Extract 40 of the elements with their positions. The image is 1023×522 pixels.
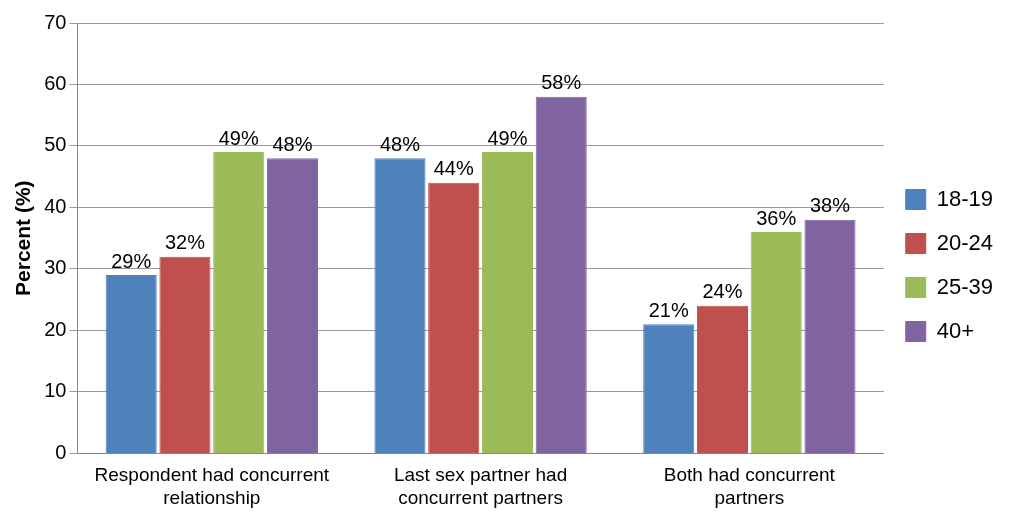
- legend-label: 18-19: [936, 185, 994, 211]
- data-label: 38%: [809, 194, 851, 217]
- bar: [105, 275, 157, 453]
- data-label: 49%: [218, 126, 259, 149]
- bar: [535, 96, 587, 453]
- y-tick-label: 70: [44, 10, 67, 33]
- x-tick-label: Both had concurrent partners: [663, 464, 836, 508]
- data-label: 58%: [541, 71, 582, 94]
- y-tick-label: 10: [44, 379, 67, 402]
- y-tick-label: 20: [44, 317, 67, 340]
- legend-label: 20-24: [936, 229, 994, 255]
- bar: [159, 256, 211, 453]
- bar: [643, 324, 695, 453]
- data-label: 48%: [379, 132, 421, 155]
- data-label: 21%: [648, 298, 689, 321]
- data-label: 29%: [111, 249, 152, 272]
- y-tick-label: 0: [55, 440, 67, 463]
- bar: [696, 305, 749, 453]
- data-label: 36%: [756, 206, 797, 229]
- y-tick-label: 60: [44, 72, 67, 94]
- data-label: 24%: [702, 280, 743, 303]
- data-label: 32%: [164, 231, 206, 254]
- y-tick-label: 30: [44, 256, 67, 279]
- legend-label: 25-39: [936, 273, 994, 299]
- bar: [266, 158, 318, 453]
- bar: [750, 232, 802, 453]
- x-tick-label: Last sex partner had concurrent partners: [393, 464, 568, 508]
- legend-label: 40+: [936, 317, 975, 343]
- data-label: 48%: [272, 132, 313, 155]
- bar: [428, 182, 480, 453]
- bar: [481, 152, 533, 453]
- bar: [804, 219, 856, 453]
- bar: [213, 152, 265, 453]
- y-axis-title: Percent (%): [11, 180, 35, 296]
- y-tick-label: 50: [44, 133, 67, 156]
- bar: [374, 158, 426, 453]
- y-tick-label: 40: [44, 194, 67, 217]
- data-label: 44%: [433, 157, 474, 180]
- x-tick-label: Respondent had concurrent relationship: [94, 464, 330, 508]
- data-label: 49%: [487, 126, 528, 149]
